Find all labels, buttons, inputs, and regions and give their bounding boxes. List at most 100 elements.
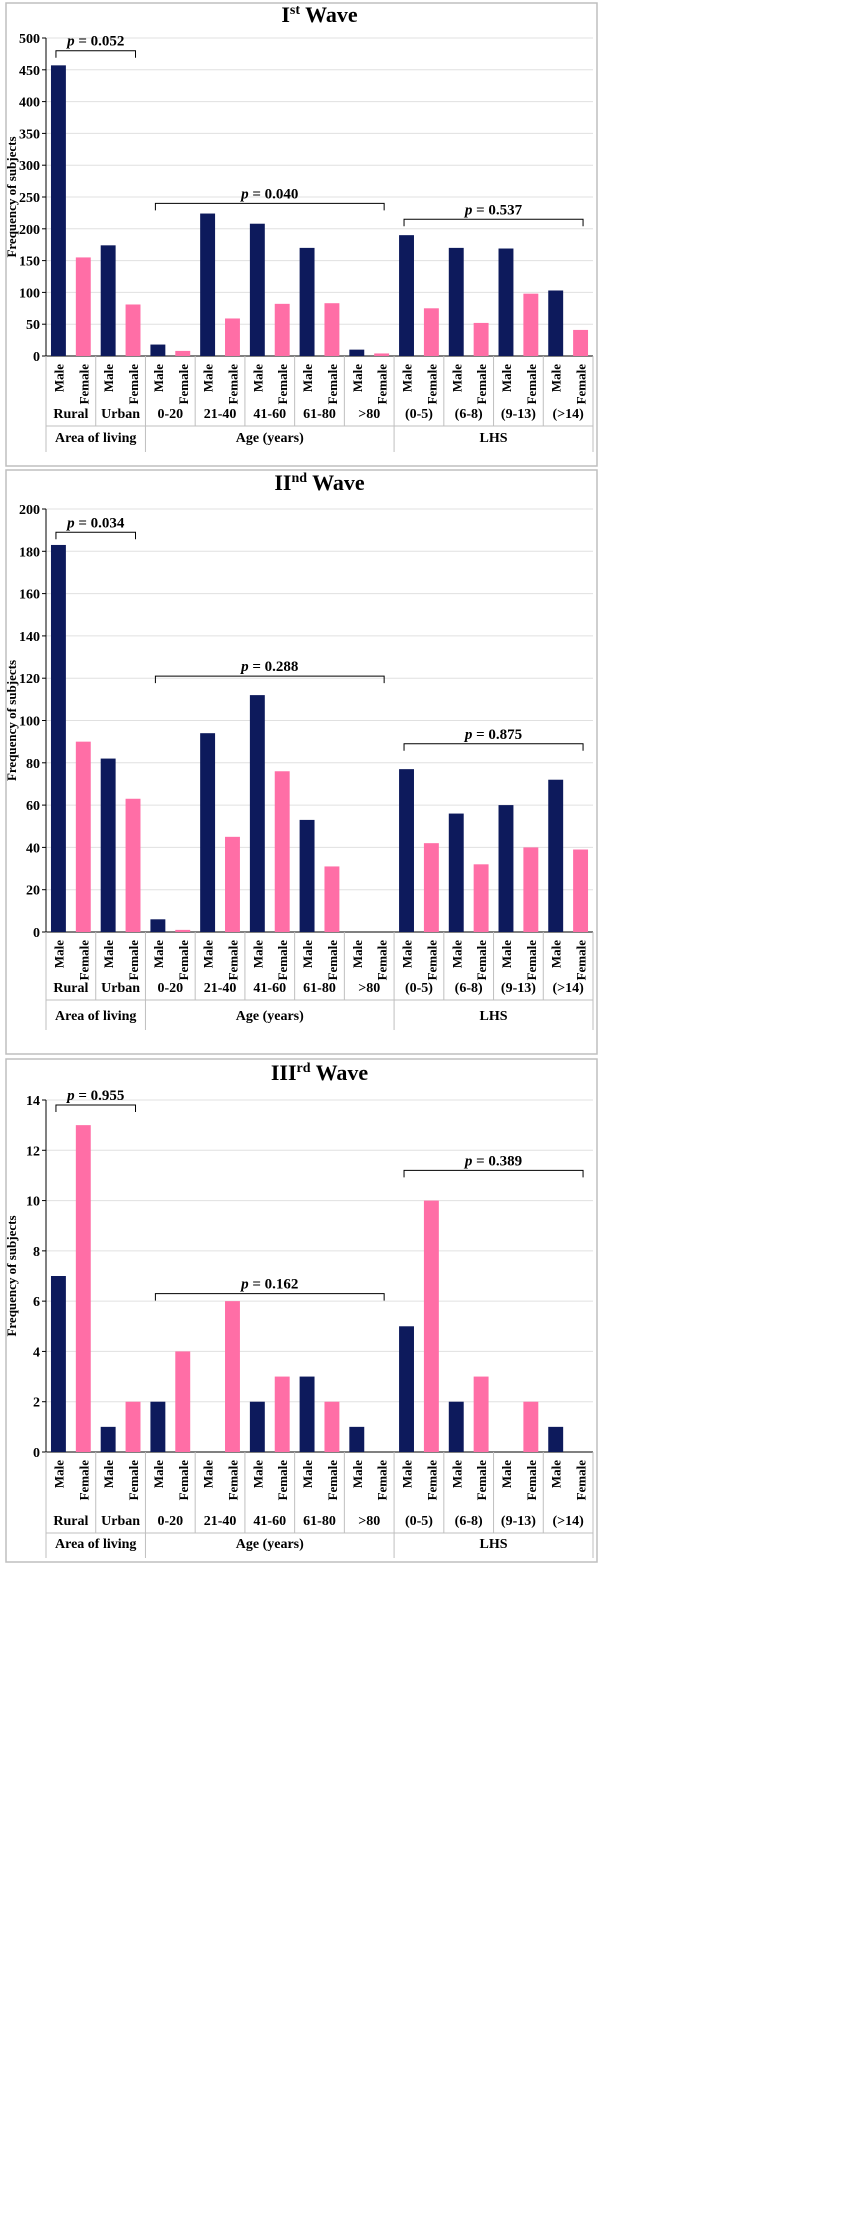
bar-label-female: Female <box>126 940 141 981</box>
male-bar-0-20 <box>150 344 166 356</box>
bar-label-female: Female <box>126 364 141 405</box>
bar-label-male: Male <box>300 364 315 392</box>
y-tick-label: 200 <box>19 503 40 518</box>
female-bar-41-60 <box>274 771 290 932</box>
female-bar-(9-13) <box>523 1401 539 1452</box>
category-label: (>14) <box>552 981 584 996</box>
male-bar-41-60 <box>249 695 265 932</box>
category-label: 21-40 <box>204 407 237 422</box>
bar-label-male: Male <box>101 1460 116 1488</box>
chart-title: Ist Wave <box>281 2 358 27</box>
male-bar-(0-5) <box>399 235 414 356</box>
bar-label-female: Female <box>76 364 91 405</box>
female-bar-(>14) <box>573 329 589 356</box>
category-label: (>14) <box>552 1514 584 1529</box>
y-tick-label: 8 <box>33 1245 40 1260</box>
bar-label-male: Male <box>499 1460 514 1488</box>
chart-panel-1: Ist Wave Frequency of subjects 0 50 100 150 20… <box>4 2 598 467</box>
category-label: 0-20 <box>157 981 183 996</box>
male-bar-61-80 <box>299 819 315 932</box>
male-bar-21-40 <box>200 213 216 356</box>
bar-label-female: Female <box>424 364 439 405</box>
male-bar-(0-5) <box>399 769 414 932</box>
y-tick-label: 10 <box>26 1195 40 1210</box>
bar-label-male: Male <box>549 940 564 968</box>
y-tick-label: 60 <box>26 799 40 814</box>
category-label: >80 <box>358 1514 380 1529</box>
male-bar-21-40 <box>200 733 216 932</box>
bar-label-male: Male <box>151 364 166 392</box>
group-label: Age (years) <box>236 1009 304 1024</box>
p-value-label: p = 0.040 <box>239 186 298 202</box>
male-bar-Rural <box>50 1276 66 1452</box>
bar-label-male: Male <box>101 364 116 392</box>
category-label: (9-13) <box>501 1514 536 1529</box>
bar-label-male: Male <box>51 1460 66 1488</box>
category-label: (0-5) <box>405 981 433 996</box>
bar-label-female: Female <box>574 364 589 405</box>
bar-label-male: Male <box>101 940 116 968</box>
category-label: >80 <box>358 981 380 996</box>
chart-frame <box>5 469 598 1055</box>
male-bar-61-80 <box>299 1376 315 1452</box>
bar-label-female: Female <box>574 1460 589 1501</box>
y-tick-label: 180 <box>19 545 40 560</box>
y-tick-label: 50 <box>26 318 40 333</box>
chart-frame <box>5 1058 598 1563</box>
bar-label-female: Female <box>225 364 240 405</box>
category-label: (9-13) <box>501 981 536 996</box>
category-label: Urban <box>101 1514 140 1529</box>
male-bar-0-20 <box>150 919 166 932</box>
female-bar-21-40 <box>225 836 240 932</box>
bar-label-male: Male <box>201 940 216 968</box>
category-label: (0-5) <box>405 407 433 422</box>
female-bar-(0-5) <box>423 308 439 356</box>
chart-panel-2: IInd Wave Frequency of subjects 0 20 40 60 80 1… <box>4 469 598 1055</box>
female-bar-(>14) <box>573 849 589 932</box>
female-bar-(9-13) <box>523 293 539 356</box>
male-bar-(>14) <box>548 290 564 356</box>
category-label: Rural <box>53 407 88 422</box>
y-tick-label: 80 <box>26 757 40 772</box>
bar-label-female: Female <box>126 1460 141 1501</box>
y-axis-label: Frequency of subjects <box>4 1215 19 1336</box>
bar-label-female: Female <box>524 940 539 981</box>
category-label: (6-8) <box>455 1514 483 1529</box>
y-tick-label: 40 <box>26 841 40 856</box>
p-value-label: p = 0.288 <box>239 659 298 675</box>
male-bar-(6-8) <box>448 247 464 356</box>
p-value-label: p = 0.162 <box>239 1277 298 1293</box>
bar-label-female: Female <box>325 364 340 405</box>
y-tick-label: 2 <box>33 1396 40 1411</box>
y-tick-label: 6 <box>33 1295 40 1310</box>
bar-label-male: Male <box>499 364 514 392</box>
group-label: Area of living <box>55 431 136 446</box>
bar-label-female: Female <box>375 364 390 405</box>
bar-label-male: Male <box>350 940 365 968</box>
bar-label-female: Female <box>325 940 340 981</box>
female-bar-(6-8) <box>473 864 489 932</box>
female-bar-Rural <box>75 257 91 356</box>
y-tick-label: 20 <box>26 884 40 899</box>
bar-label-male: Male <box>250 1460 265 1488</box>
y-tick-label: 100 <box>19 286 40 301</box>
male-bar-Rural <box>50 544 66 932</box>
category-label: 41-60 <box>253 407 286 422</box>
chart-title: IIIrd Wave <box>271 1060 369 1085</box>
category-label: Urban <box>101 981 140 996</box>
category-label: (6-8) <box>455 407 483 422</box>
chart-title: IInd Wave <box>274 470 365 495</box>
bar-label-male: Male <box>549 1460 564 1488</box>
category-label: (0-5) <box>405 1514 433 1529</box>
bar-label-female: Female <box>424 940 439 981</box>
bar-label-female: Female <box>325 1460 340 1501</box>
bar-label-female: Female <box>275 940 290 981</box>
category-label: 21-40 <box>204 981 237 996</box>
bar-label-female: Female <box>424 1460 439 1501</box>
female-bar-(6-8) <box>473 1376 489 1452</box>
p-value-bracket <box>55 531 137 540</box>
chart-panel-3: IIIrd Wave Frequency of subjects 0 2 4 6 8 10 12… <box>4 1058 598 1563</box>
category-label: (>14) <box>552 407 584 422</box>
